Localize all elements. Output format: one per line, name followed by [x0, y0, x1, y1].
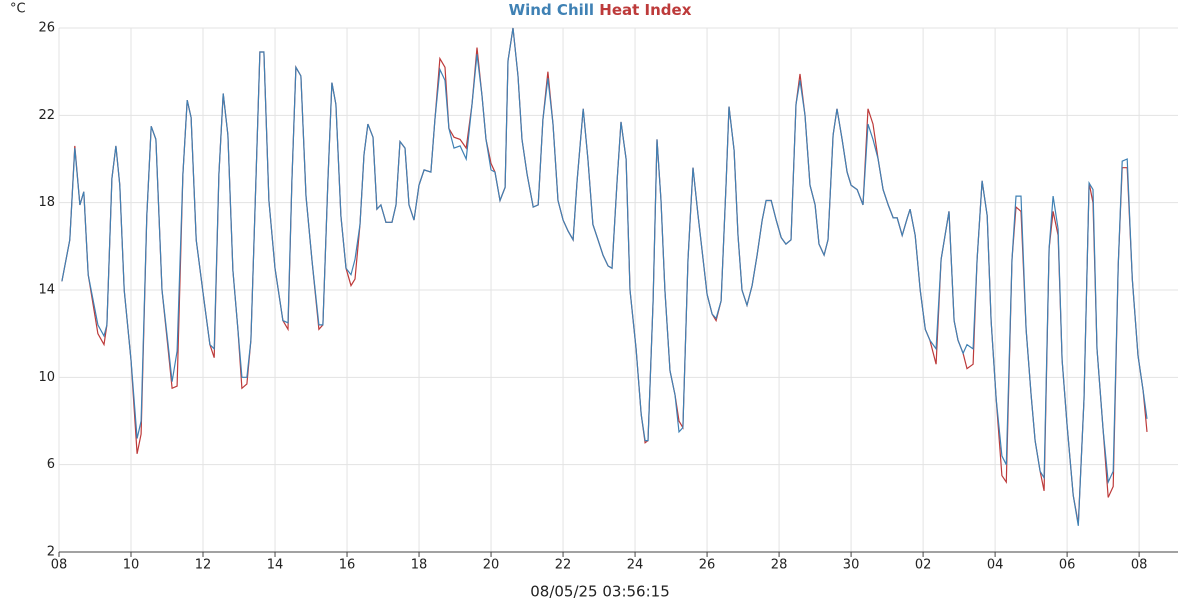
x-tick-label: 12 — [195, 558, 212, 573]
title-series-1: Heat Index — [599, 1, 691, 19]
x-tick-label: 04 — [987, 558, 1004, 573]
y-tick-label: 22 — [38, 108, 55, 123]
x-tick-label: 06 — [1059, 558, 1076, 573]
title-series-0: Wind Chill — [509, 1, 594, 19]
y-tick-label: 6 — [47, 457, 55, 472]
x-tick-label: 14 — [267, 558, 284, 573]
y-tick-label: 26 — [38, 21, 55, 36]
y-tick-label: 2 — [47, 545, 55, 560]
x-tick-label: 08 — [1131, 558, 1148, 573]
x-tick-label: 22 — [555, 558, 572, 573]
x-tick-label: 28 — [771, 558, 788, 573]
x-tick-label: 18 — [411, 558, 428, 573]
y-axis-label: °C — [10, 2, 26, 17]
x-tick-label: 26 — [699, 558, 716, 573]
x-tick-label: 16 — [339, 558, 356, 573]
x-tick-label: 30 — [843, 558, 860, 573]
series-line — [61, 27, 1148, 526]
y-tick-label: 14 — [38, 283, 55, 298]
y-tick-label: 10 — [38, 370, 55, 385]
x-tick-label: 08 — [51, 558, 68, 573]
x-tick-label: 20 — [483, 558, 500, 573]
x-tick-label: 10 — [123, 558, 140, 573]
chart-title: Wind Chill Heat Index — [509, 1, 692, 19]
x-axis-label: 08/05/25 03:56:15 — [530, 583, 670, 600]
x-tick-label: 24 — [627, 558, 644, 573]
x-tick-label: 02 — [915, 558, 932, 573]
y-tick-label: 18 — [38, 195, 55, 210]
